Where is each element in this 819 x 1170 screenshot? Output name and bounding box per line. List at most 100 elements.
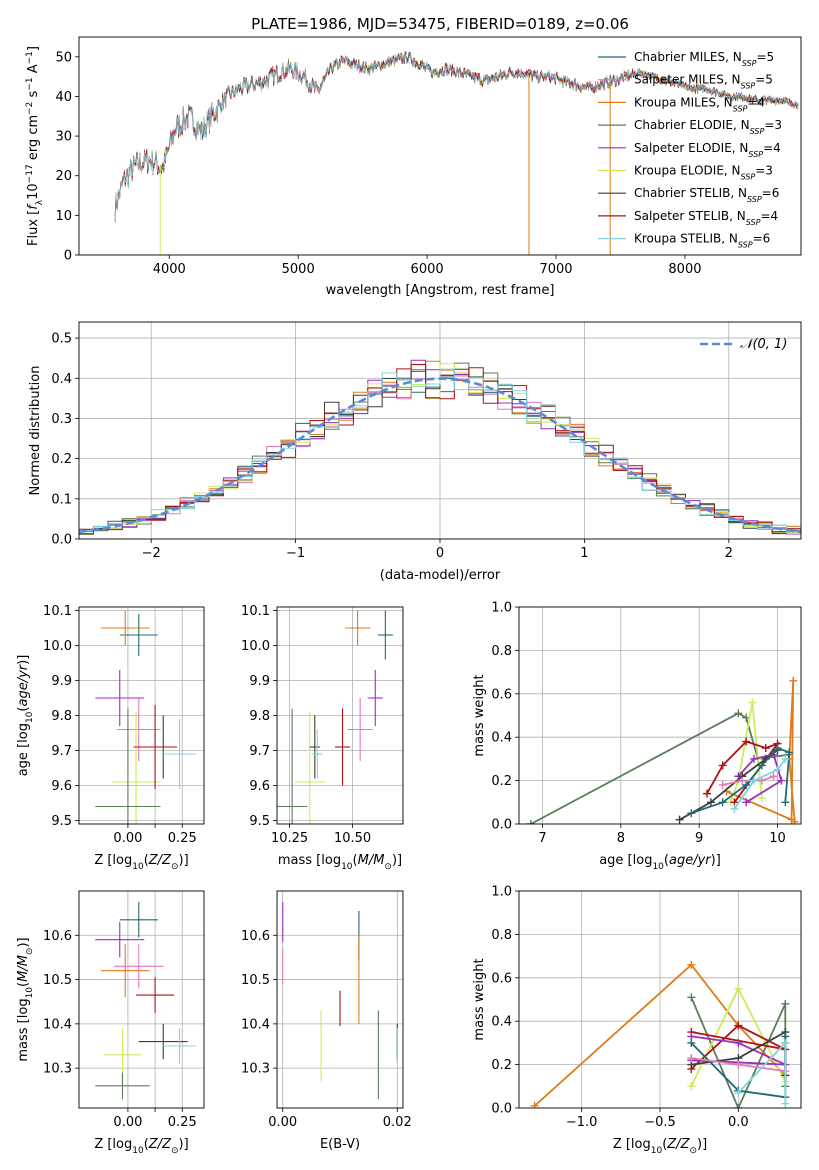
weight-marker [734, 1104, 743, 1108]
panels: 4000 5000 6000 7000 800001020304050wavelengt… [16, 36, 802, 1156]
weight-marker [734, 709, 743, 718]
weight-marker [748, 698, 757, 707]
x-tick-label: 0.25 [168, 831, 197, 846]
legend-label-3: Kroupa MILES, NSSP=4 [634, 95, 765, 113]
weight-marker [687, 1082, 696, 1091]
y-tick-label: 10.5 [43, 973, 72, 988]
axes-frame [78, 606, 205, 825]
axes-frame [78, 36, 802, 256]
weight-marker [734, 984, 743, 993]
y-tick-label: 9.8 [51, 709, 72, 724]
weight-marker [781, 1038, 790, 1047]
weight-marker [773, 744, 782, 753]
weight-marker [734, 1038, 743, 1047]
y-tick-label: 0.0 [491, 1102, 512, 1117]
plot-area-mass-vs-EBV [277, 891, 403, 1108]
histogram-9 [79, 368, 801, 539]
y-tick-label: 0.4 [51, 372, 72, 387]
axes-frame [78, 890, 205, 1109]
y-tick-label: 0.3 [51, 412, 72, 427]
axes-frame [276, 606, 404, 825]
weight-marker [761, 744, 770, 753]
x-axis-label: mass [log10(M/M⊙)] [278, 853, 402, 872]
weight-marker [742, 737, 751, 746]
legend-label-8: Salpeter STELIB, NSSP=4 [634, 209, 778, 227]
legend-label-2: Salpeter MILES, NSSP=5 [634, 73, 773, 91]
x-tick-label: 7000 [539, 262, 572, 277]
x-tick-label: −1 [286, 546, 305, 561]
weight-marker [769, 772, 778, 781]
panel-residuals: −2 −1 0 1 2 0.0 0.1 0.2 0.3 0.4 0.5 (data-model)/er… [28, 321, 802, 583]
axes-frame [78, 321, 802, 540]
plot-area-weight-vs-Z [519, 891, 801, 1108]
y-tick-label: 9.9 [249, 674, 270, 689]
x-tick-label: 10.25 [271, 831, 308, 846]
y-tick-label: 9.5 [51, 814, 72, 829]
y-tick-label: 40 [55, 90, 72, 105]
y-tick-label: 9.9 [51, 674, 72, 689]
y-tick-label: 10.6 [241, 929, 270, 944]
weight-marker [706, 798, 715, 807]
y-tick-label: 0.6 [491, 687, 512, 702]
legend-label: 𝒩(0, 1) [740, 337, 787, 352]
legend-label-5: Salpeter ELODIE, NSSP=4 [634, 141, 781, 159]
weight-marker [687, 809, 696, 818]
legend-label-1: Chabrier MILES, NSSP=5 [634, 50, 774, 68]
y-tick-label: 1.0 [491, 601, 512, 616]
plot-area-age-vs-mass [277, 607, 403, 824]
x-axis-label: wavelength [Angstrom, rest frame] [326, 283, 555, 298]
weight-marker [718, 780, 727, 789]
y-tick-label: 10.0 [241, 639, 270, 654]
x-tick-label: 0 [436, 546, 444, 561]
weight-marker [718, 761, 727, 770]
weight-marker [742, 798, 751, 807]
weight-marker [687, 1054, 696, 1063]
y-tick-label: 0.6 [491, 971, 512, 986]
panel-age-vs-Z: 0.00 0.25 9.5 9.6 9.7 9.8 9.9 10.0 10.1 Z [log10(… [16, 604, 205, 872]
y-tick-label: 0.2 [491, 774, 512, 789]
weight-marker [738, 776, 747, 785]
x-tick-label: 0.00 [268, 1115, 297, 1130]
x-axis-label: age [log10(age/yr)] [599, 853, 721, 872]
axes-frame [518, 606, 802, 825]
plot-area-age-vs-Z [79, 607, 204, 824]
y-tick-label: 10.3 [241, 1062, 270, 1077]
x-tick-label: 4000 [153, 262, 186, 277]
y-tick-label: 0.1 [51, 492, 72, 507]
x-tick-label: 0.00 [113, 831, 142, 846]
x-tick-label: −0.5 [644, 1115, 676, 1130]
weight-marker [687, 1038, 696, 1047]
weight-marker [718, 798, 727, 807]
x-tick-label: 0.00 [113, 1115, 142, 1130]
weight-marker [675, 815, 684, 824]
y-tick-label: 9.6 [51, 779, 72, 794]
x-axis-label: Z [log10(Z/Z⊙)] [94, 853, 188, 872]
panel-mass-vs-Z: 0.00 0.25 10.3 10.4 10.5 10.6 Z [log10(Z/Z⊙)] m… [16, 890, 205, 1156]
weight-marker [781, 798, 790, 807]
y-tick-label: 0.8 [491, 928, 512, 943]
weight-line-4 [706, 740, 780, 803]
x-axis-label: Z [log10(Z/Z⊙)] [613, 1137, 707, 1156]
x-axis-label: (data-model)/error [380, 568, 501, 583]
weight-marker [687, 960, 696, 969]
weight-marker [742, 780, 751, 789]
axes-frame [276, 890, 404, 1109]
y-axis-label: mass [log10(M/M⊙)] [16, 937, 35, 1061]
panel-age-vs-mass: 10.25 10.50 9.5 9.6 9.7 9.8 9.9 10.0 10.1 mass [l… [241, 604, 404, 872]
y-tick-label: 9.7 [249, 744, 270, 759]
weight-marker [790, 817, 799, 824]
y-tick-label: 0 [64, 249, 72, 264]
y-tick-label: 0.4 [491, 731, 512, 746]
x-tick-label: 7 [538, 831, 546, 846]
y-tick-label: 10.4 [241, 1017, 270, 1032]
weight-marker [526, 820, 535, 824]
legend-label-7: Chabrier STELIB, NSSP=6 [634, 186, 779, 204]
y-axis-label: Normed distribution [28, 366, 43, 496]
x-tick-label: 2 [725, 546, 733, 561]
x-tick-label: 6000 [411, 262, 444, 277]
panel-spectrum: 4000 5000 6000 7000 8000 0 10 20 30 40 50 wavelengt… [25, 36, 802, 298]
x-tick-label: 10 [769, 831, 786, 846]
weight-marker [734, 1088, 743, 1097]
weight-marker [781, 754, 790, 763]
